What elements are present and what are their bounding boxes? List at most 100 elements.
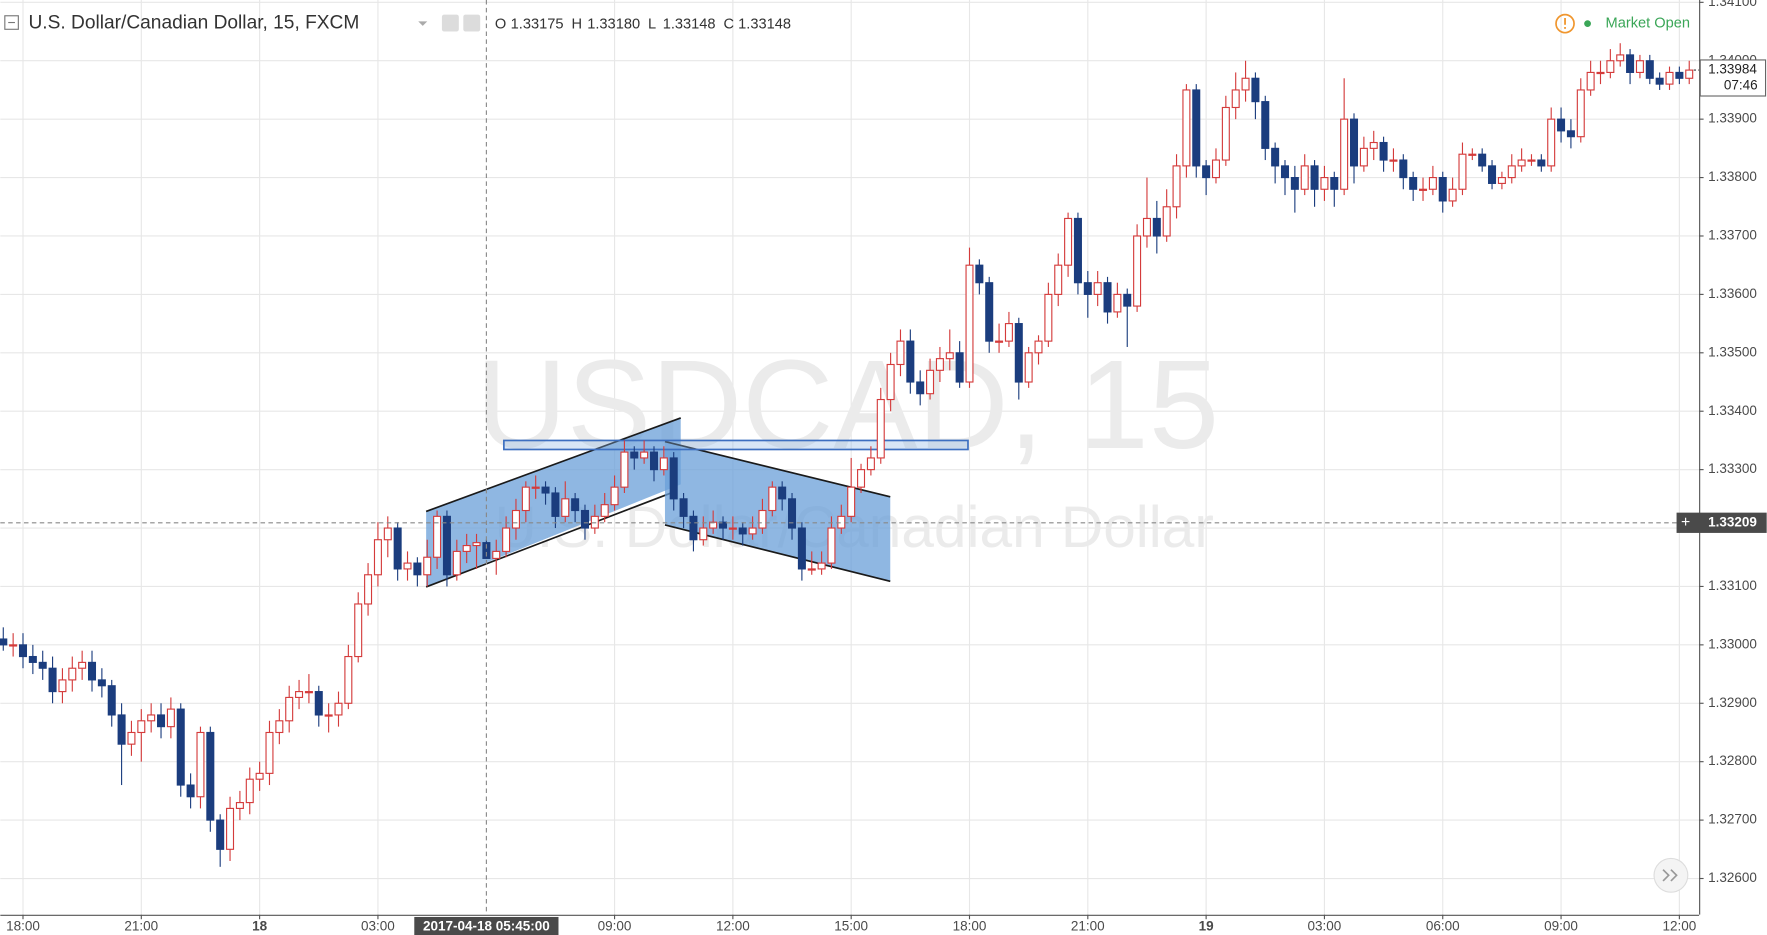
x-tick-label: 21:00 (124, 919, 158, 934)
candle-body (1409, 177, 1418, 190)
candle-body (1024, 352, 1033, 383)
candle-body (216, 819, 225, 850)
candle-body (1290, 177, 1299, 190)
y-tick-label: 1.33000 (1708, 636, 1757, 651)
eye-icon[interactable] (441, 14, 459, 32)
x-tick-label: 09:00 (598, 919, 632, 934)
x-tick-label: 18:00 (953, 919, 987, 934)
candle-body (18, 644, 28, 658)
candle-body (442, 515, 451, 576)
collapse-icon[interactable] (4, 15, 19, 30)
candle-body (876, 398, 885, 459)
candle-body (48, 667, 57, 693)
crosshair-plus: + (1681, 514, 1690, 531)
candle-body (235, 802, 244, 809)
candle-body (1221, 106, 1230, 161)
candle-body (87, 661, 97, 681)
candle-body (896, 340, 905, 366)
y-tick-label: 1.33700 (1708, 228, 1757, 243)
candle-body (1093, 282, 1102, 295)
candle-body (295, 691, 304, 698)
candle-body (511, 509, 520, 529)
candle-body (610, 486, 619, 506)
open-label: O (495, 17, 506, 33)
candle-body (1014, 323, 1023, 383)
channel-line (425, 417, 682, 513)
crosshair (0, 0, 1700, 915)
candle-body (531, 486, 540, 489)
candle-body (304, 691, 313, 694)
candle-body (1517, 159, 1526, 167)
y-tick-label: 1.32800 (1708, 753, 1757, 768)
low-label: L (648, 17, 656, 33)
candle-body (1280, 165, 1290, 179)
candle-body (354, 603, 363, 658)
candle-body (571, 498, 580, 512)
candle-body (995, 340, 1004, 343)
candle-body (1596, 71, 1605, 75)
candle-body (226, 807, 235, 850)
candle-body (265, 731, 274, 774)
candle-body (1665, 71, 1674, 85)
candle-body (1133, 235, 1142, 307)
y-tick-label: 1.33600 (1708, 286, 1757, 301)
candle-body (837, 515, 846, 529)
candle-body (807, 568, 816, 571)
candle-body (699, 527, 708, 541)
high-value: 1.33180 (587, 17, 640, 33)
y-tick-label: 1.32600 (1708, 870, 1757, 885)
candle-body (620, 451, 629, 488)
candle-body (1655, 77, 1664, 85)
candle-body (590, 515, 599, 529)
y-tick-label: 1.33500 (1708, 344, 1757, 359)
candle-body (423, 556, 432, 576)
candle-body (1349, 118, 1359, 167)
candle-body (1419, 188, 1428, 191)
candle-body (600, 504, 609, 517)
candle-body (1103, 282, 1112, 313)
candle-body (541, 486, 550, 494)
crosshair-price-label: 1.33209 (1708, 514, 1757, 529)
candle-body (285, 696, 294, 722)
candle-body (1497, 177, 1506, 184)
candle-body (196, 731, 205, 798)
candle-body (1340, 118, 1349, 190)
scroll-button[interactable] (1653, 857, 1689, 893)
dropdown-arrow[interactable] (418, 21, 428, 26)
settings-icon[interactable] (463, 14, 481, 32)
scroll-button-circle[interactable] (1653, 857, 1689, 893)
candle-body (1488, 165, 1497, 184)
x-tick-label: 12:00 (1662, 919, 1696, 934)
open-value: 1.33175 (511, 17, 564, 33)
x-tick-label: 06:00 (1426, 919, 1460, 934)
candle-body (778, 486, 787, 500)
candle-body (689, 515, 698, 541)
crosshair-date-label: 2017-04-18 05:45:00 (423, 919, 550, 934)
candle-body (1320, 177, 1329, 190)
candle-body (1202, 165, 1211, 179)
candle-body (975, 264, 984, 284)
candle-body (58, 679, 67, 693)
candle-body (482, 542, 491, 559)
candle-body (1330, 177, 1339, 190)
candle-body (679, 498, 688, 517)
candle-body (492, 550, 501, 559)
last-price-box (1699, 59, 1767, 97)
candle-body (1113, 293, 1122, 313)
warning-icon-dot (1564, 27, 1566, 29)
candle-body (166, 708, 175, 728)
candle-body (147, 714, 156, 722)
candle-body (1675, 71, 1684, 79)
candle-body (1566, 130, 1575, 138)
candle-body (709, 521, 718, 529)
candle-body (1172, 165, 1181, 208)
candle-body (935, 358, 944, 371)
candle-body (1073, 217, 1082, 284)
candle-body (827, 527, 836, 564)
symbol-title: U.S. Dollar/Canadian Dollar, 15, FXCM (28, 13, 359, 34)
x-tick-label: 03:00 (1308, 919, 1342, 934)
warning-icon[interactable] (1555, 13, 1575, 34)
candle-body (344, 655, 353, 704)
